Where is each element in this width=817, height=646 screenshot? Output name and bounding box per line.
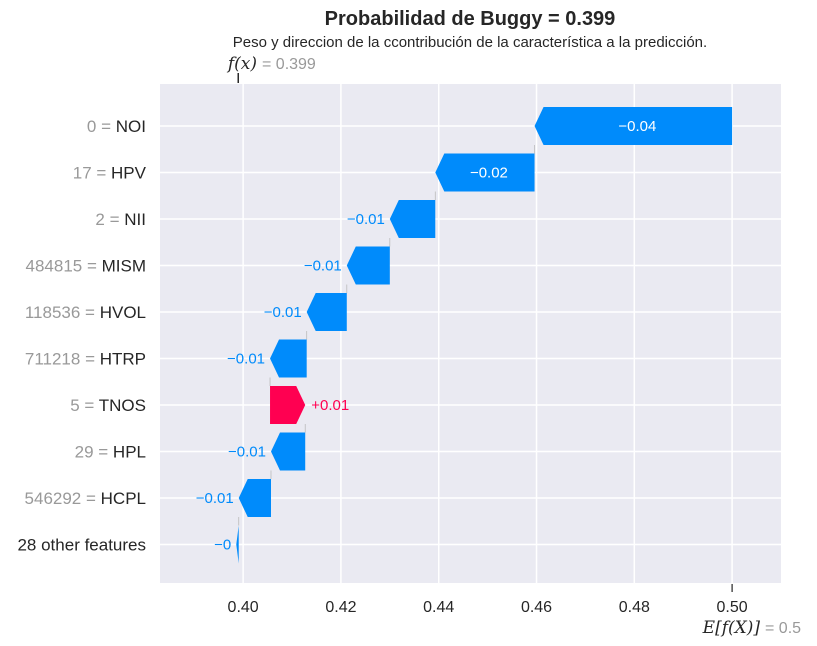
base-symbol: E[f(X)] — [702, 618, 761, 638]
feature-name: MISM — [102, 257, 146, 276]
feature-labels: 0 = NOI −0.04 17 = HPV −0.02 2 = NII −0.01 484… — [17, 117, 656, 555]
feature-label: 28 other features — [17, 536, 146, 555]
feature-label: 484815 = MISM — [26, 257, 147, 276]
x-axis: 0.40 0.42 0.44 0.46 0.48 0.50 — [228, 599, 748, 616]
feature-name: HVOL — [100, 303, 146, 322]
annotations: f(x) = 0.399 E[f(X)] = 0.5 — [226, 54, 801, 638]
bar-value-label: −0 — [214, 537, 231, 554]
chart-subtitle: Peso y direccion de la ccontribución de … — [233, 34, 707, 51]
x-tick-label: 0.40 — [228, 599, 259, 616]
x-tick-label: 0.48 — [619, 599, 650, 616]
bars — [236, 107, 733, 564]
feature-value: 484815 = — [26, 257, 102, 276]
feature-value: 0 = — [87, 117, 116, 136]
feature-name: HTRP — [100, 350, 146, 369]
bar-value-label: −0.01 — [347, 211, 385, 228]
bar-value-label: −0.04 — [618, 118, 656, 135]
bar-value-label: −0.01 — [228, 444, 266, 461]
feature-label: 2 = NII — [95, 210, 146, 229]
feature-name: NOI — [116, 117, 146, 136]
waterfall-bar — [306, 293, 347, 331]
feature-name: TNOS — [99, 396, 146, 415]
x-tick-label: 0.50 — [717, 599, 748, 616]
bar-value-label: −0.01 — [196, 490, 234, 507]
waterfall-bar — [270, 386, 306, 424]
fx-symbol: f(x) — [226, 54, 257, 74]
feature-value: 29 = — [75, 443, 113, 462]
fx-value-label: = 0.399 — [262, 56, 316, 73]
waterfall-bar — [238, 479, 271, 517]
waterfall-bar — [270, 339, 307, 378]
feature-value: 17 = — [73, 164, 111, 183]
feature-label: 118536 = HVOL — [25, 303, 146, 322]
chart-title: Probabilidad de Buggy = 0.399 — [325, 8, 616, 30]
feature-label: 17 = HPV — [73, 164, 147, 183]
bar-value-label: −0.01 — [227, 351, 265, 368]
feature-name: HPL — [113, 443, 146, 462]
feature-label: 29 = HPL — [75, 443, 146, 462]
feature-label: 546292 = HCPL — [25, 489, 146, 508]
feature-value: 118536 = — [25, 303, 100, 322]
waterfall-bar — [270, 432, 306, 471]
waterfall-bar — [389, 200, 436, 238]
feature-value: 5 = — [70, 396, 99, 415]
bar-value-label: −0.01 — [304, 258, 342, 275]
waterfall-bar — [534, 107, 733, 145]
bar-value-label: −0.02 — [470, 165, 508, 182]
feature-name: HCPL — [101, 489, 146, 508]
feature-value: 2 = — [95, 210, 124, 229]
feature-value: 711218 = — [25, 350, 100, 369]
feature-label: 0 = NOI — [87, 117, 146, 136]
feature-label: 5 = TNOS — [70, 396, 146, 415]
feature-value: 546292 = — [25, 489, 101, 508]
bar-value-label: +0.01 — [311, 397, 349, 414]
feature-name: NII — [124, 210, 146, 229]
waterfall-bar — [236, 525, 239, 564]
x-tick-label: 0.46 — [521, 599, 552, 616]
x-tick-label: 0.42 — [325, 599, 356, 616]
bar-value-label: −0.01 — [264, 304, 302, 321]
feature-label: 711218 = HTRP — [25, 350, 146, 369]
waterfall-bar — [346, 246, 390, 285]
x-tick-label: 0.44 — [423, 599, 454, 616]
waterfall-bar — [435, 153, 535, 192]
feature-name: 28 other features — [17, 536, 146, 555]
feature-name: HPV — [111, 164, 147, 183]
base-value-label: = 0.5 — [765, 620, 801, 637]
